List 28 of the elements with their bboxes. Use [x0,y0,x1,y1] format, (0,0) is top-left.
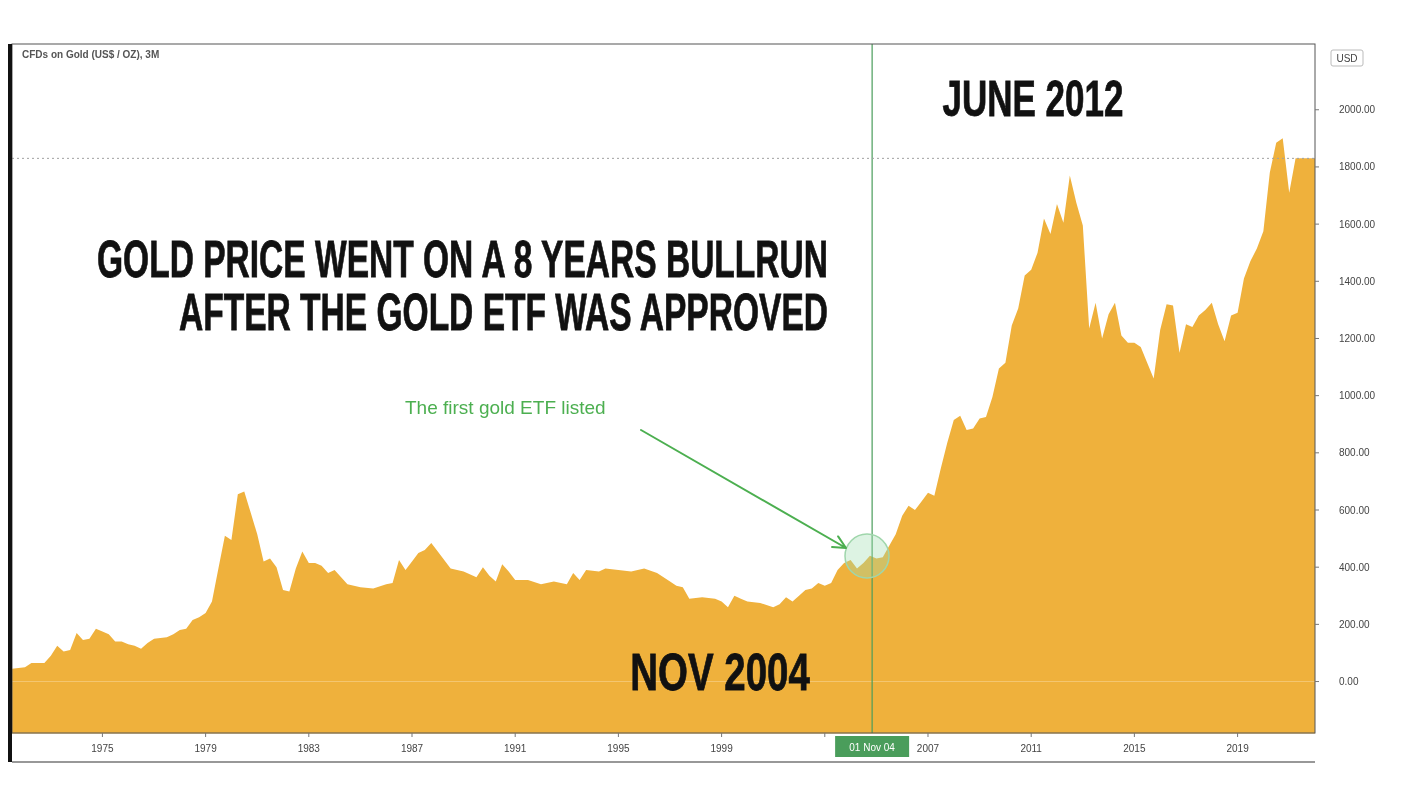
y-tick-label: 200.00 [1339,618,1371,630]
y-tick-label: 2000.00 [1339,104,1376,116]
y-tick-label: 800.00 [1339,447,1371,459]
y-axis-title: USD [1336,53,1358,64]
y-tick-label: 1200.00 [1339,332,1376,344]
ref-line-label: 01 Nov 04 [849,741,896,753]
annotation: The first gold ETF listed [405,397,606,418]
x-tick-label: 1995 [607,743,630,754]
x-tick-label: 1987 [400,743,424,754]
y-tick-label: 1600.00 [1339,218,1376,230]
annotation: NOV 2004 [630,643,811,702]
text: CFDs on Gold (US$ / OZ), 3M [22,49,160,60]
x-tick-label: 1983 [297,743,321,754]
x-tick-label: 2011 [1020,743,1043,754]
y-tick-label: 400.00 [1339,561,1371,573]
y-tick-label: 0.00 [1339,676,1359,688]
y-tick-label: 1400.00 [1339,275,1376,287]
x-tick-label: 1979 [194,743,218,754]
y-tick-label: 1000.00 [1339,390,1376,402]
x-tick-label: 1991 [504,743,527,754]
x-tick-label: 2015 [1123,743,1146,754]
x-tick-label: 2007 [916,743,940,754]
x-tick-label: 2019 [1226,743,1250,754]
y-tick-label: 1800.00 [1339,161,1376,173]
y-tick-label: 600.00 [1339,504,1371,516]
x-tick-label: 1975 [91,743,114,754]
x-tick-label: 1999 [710,743,734,754]
annotation: JUNE 2012 [942,70,1124,127]
